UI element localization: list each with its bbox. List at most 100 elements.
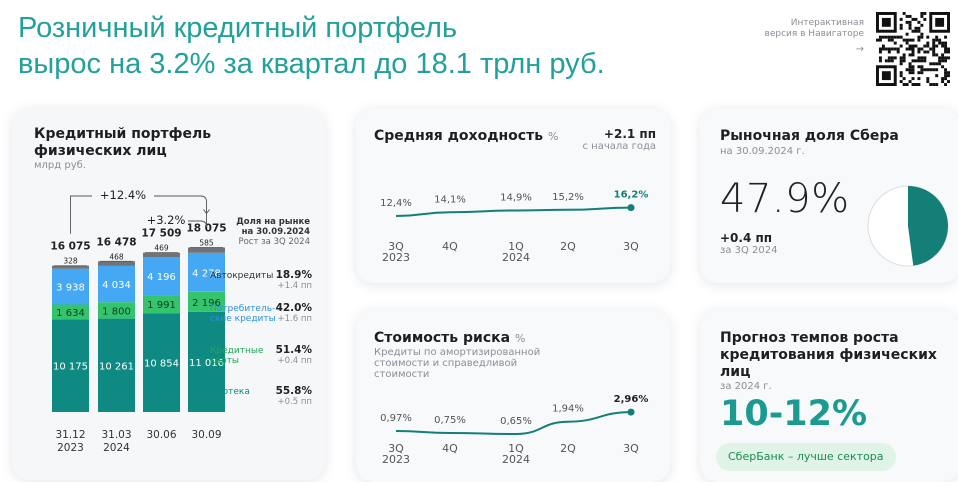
risk-title: Стоимость риска %: [374, 330, 540, 347]
qr-module: [935, 53, 939, 57]
qr-module: [920, 65, 924, 69]
segment-change: +0.5 пп: [278, 397, 312, 407]
qr-module: [905, 47, 909, 51]
qr-module: [908, 20, 912, 24]
bar-value-label: 1 634: [56, 308, 85, 319]
qr-module: [920, 14, 924, 18]
qr-module: [908, 26, 912, 30]
portfolio-title-line1: Кредитный портфель: [34, 126, 212, 142]
growth-label-bg: [142, 212, 188, 228]
navigator-label-line1: Интерактивная: [790, 18, 864, 28]
qr-module: [932, 68, 936, 72]
market-share-pie-chart: [867, 185, 949, 267]
qr-module: [878, 47, 882, 51]
qr-module: [947, 74, 950, 78]
forecast-title-line1: Прогноз темпов роста: [720, 330, 899, 346]
qr-module: [908, 53, 912, 57]
qr-module: [941, 41, 945, 45]
qr-module: [947, 80, 950, 84]
qr-code-icon[interactable]: [876, 12, 950, 86]
market-share-delta-period: за 3Q 2024: [720, 245, 778, 256]
bar-value-label: 11 016: [189, 358, 224, 369]
growth-bracket-quarter: [161, 211, 207, 228]
qr-module: [917, 38, 921, 42]
qr-module: [926, 50, 930, 54]
qr-module: [878, 56, 882, 60]
series-line: [395, 206, 632, 217]
qr-module: [923, 59, 927, 63]
qr-module: [905, 32, 909, 36]
segment-name-line1: Потребитель-: [210, 304, 275, 314]
risk-title-block: Стоимость риска % Кредиты по амортизиров…: [374, 330, 540, 380]
x-tick-label: 31.03: [101, 429, 131, 441]
bar-segment: [98, 302, 135, 319]
qr-module: [908, 80, 912, 84]
page-title-line1: Розничный кредитный портфель: [18, 12, 458, 44]
qr-module: [914, 17, 918, 21]
qr-module: [911, 47, 915, 51]
qr-module: [947, 50, 950, 54]
bar-value-label: 585: [199, 239, 214, 248]
market-share-date: на 30.09.2024 г.: [720, 146, 805, 157]
qr-module: [887, 56, 891, 60]
bar-segment: [52, 268, 89, 305]
bar-segment: [188, 311, 225, 412]
data-label: 1,94%: [552, 404, 584, 415]
qr-module: [917, 29, 921, 33]
market-share-card: Рыночная доля Сбера на 30.09.2024 г. 47.…: [700, 108, 958, 283]
qr-module: [923, 56, 927, 60]
qr-module: [884, 47, 888, 51]
growth-bracket-annual: [70, 195, 207, 234]
bar-value-label: 10 854: [144, 359, 179, 370]
qr-module: [944, 77, 948, 81]
qr-module: [944, 50, 948, 54]
x-tick-label: 2024: [502, 453, 530, 466]
bar-value-label: 4 034: [102, 280, 131, 291]
bar-segment: [98, 318, 135, 412]
qr-module: [899, 59, 903, 63]
bar-segment: [143, 295, 180, 314]
arrow-right-icon: →: [855, 44, 864, 55]
qr-module: [902, 12, 906, 15]
bar-value-label: 10 175: [53, 362, 88, 373]
market-share-title-block: Рыночная доля Сбера на 30.09.2024 г.: [720, 128, 899, 157]
bar-segment: [52, 304, 89, 320]
qr-finder-inner: [881, 17, 891, 27]
qr-module: [932, 62, 936, 66]
qr-module: [881, 35, 885, 39]
qr-module: [911, 50, 915, 54]
qr-module: [893, 35, 897, 39]
qr-module: [917, 26, 921, 30]
forecast-period: за 2024 г.: [720, 381, 772, 392]
risk-subtitle-line1: Кредиты по амортизированной: [374, 347, 541, 358]
qr-finder-inner: [935, 17, 945, 27]
qr-module: [884, 59, 888, 63]
segment-name-line1: Автокредиты: [210, 271, 273, 281]
x-tick-label: 1Q: [508, 240, 524, 253]
qr-finder-inner: [881, 71, 891, 81]
risk-subtitle-line2: стоимости и справедливой: [374, 358, 518, 369]
qr-module: [902, 59, 906, 63]
yield-delta-note: с начала года: [582, 141, 657, 152]
data-label: 0,97%: [380, 413, 412, 424]
qr-module: [890, 47, 894, 51]
x-tick-label: 4Q: [442, 442, 458, 455]
qr-module: [926, 68, 930, 72]
qr-module: [935, 74, 939, 78]
navigator-link[interactable]: Интерактивная версия в Навигаторе →: [732, 18, 864, 55]
qr-module: [941, 44, 945, 48]
qr-module: [926, 80, 930, 84]
qr-module: [911, 68, 915, 72]
data-label: 0,75%: [434, 415, 466, 426]
bar-value-label: 468: [109, 252, 124, 261]
qr-module: [914, 59, 918, 63]
qr-module: [914, 26, 918, 30]
qr-module: [899, 74, 903, 78]
qr-module: [944, 59, 948, 63]
data-label: 15,2%: [552, 192, 584, 203]
qr-module: [932, 50, 936, 54]
segment-name-line1: Ипотека: [210, 387, 250, 397]
qr-module: [935, 44, 939, 48]
qr-module: [938, 59, 942, 63]
qr-module: [932, 44, 936, 48]
